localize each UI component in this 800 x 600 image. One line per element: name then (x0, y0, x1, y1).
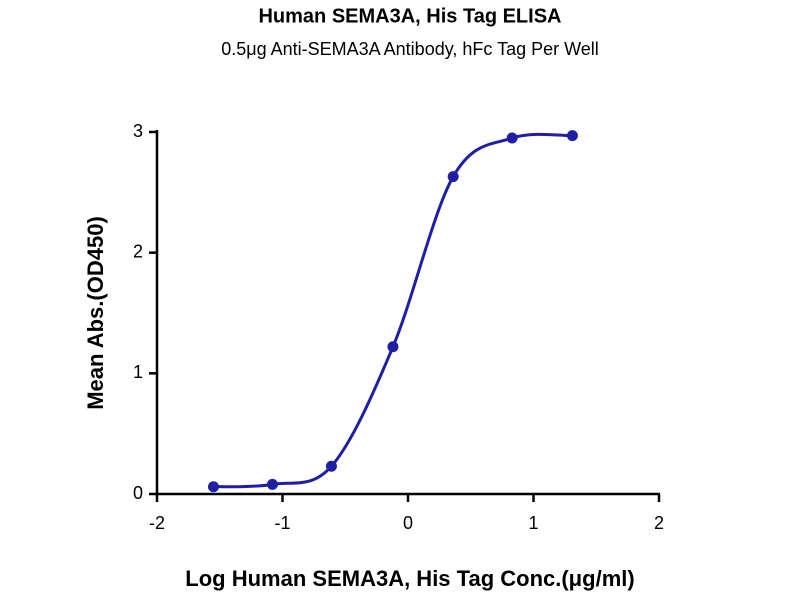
point (447, 171, 459, 183)
chart-subtitle: 0.5μg Anti-SEMA3A Antibody, hFc Tag Per … (221, 39, 599, 59)
point (566, 130, 578, 142)
y-axis-label: Mean Abs.(OD450) (83, 216, 108, 410)
y-tick-label: 1 (133, 362, 143, 382)
x-tick-label: -2 (149, 513, 165, 533)
curve (213, 132, 573, 489)
x-axis-label: Log Human SEMA3A, His Tag Conc.(μg/ml) (185, 566, 634, 591)
y-tick-label: 2 (133, 241, 143, 261)
y-tick-label: 0 (133, 483, 143, 503)
point (207, 481, 219, 493)
y-tick-label: 3 (133, 121, 143, 141)
point (266, 478, 278, 490)
chart-title: Human SEMA3A, His Tag ELISA (258, 5, 561, 27)
x-tick-label: 1 (528, 513, 538, 533)
x-tick-label: 0 (403, 513, 413, 533)
point (387, 341, 399, 353)
point (325, 460, 337, 472)
point (506, 132, 518, 144)
x-tick-label: -1 (274, 513, 290, 533)
x-tick-label: 2 (654, 513, 664, 533)
